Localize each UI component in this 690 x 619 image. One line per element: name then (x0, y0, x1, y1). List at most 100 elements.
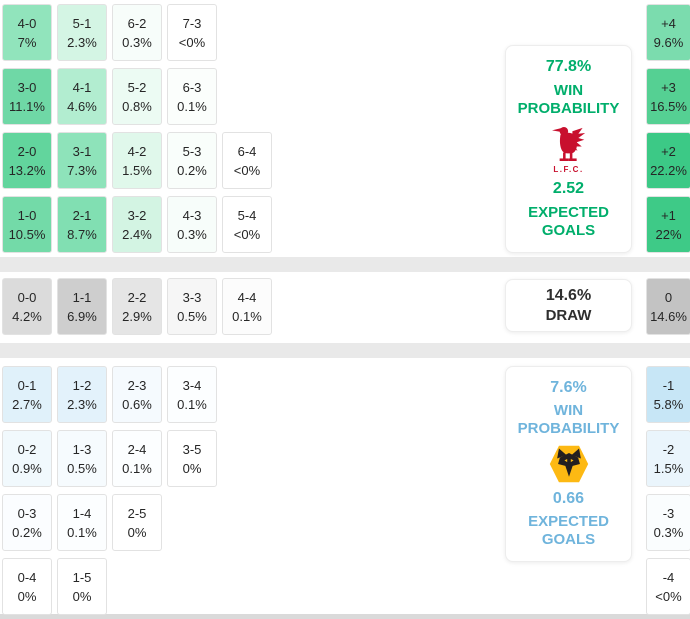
goal-diff-cell-pct: 0.3% (653, 524, 684, 540)
score-cell-pct: 0.2% (177, 162, 207, 178)
score-cell-value: 2-3 (127, 377, 147, 393)
score-cell: 3-0 11.1% (2, 68, 52, 125)
score-cell-pct: 0.5% (177, 308, 207, 324)
goal-diff-cell-value: +4 (661, 15, 676, 31)
score-cell-pct: 0% (17, 588, 37, 604)
score-cell-pct: 0.9% (12, 460, 42, 476)
goal-diff-cell-value: -1 (662, 377, 675, 393)
score-cell-value: 4-2 (127, 143, 147, 159)
goal-diff-cell: -4 <0% (646, 558, 690, 615)
home-win-panel: 77.8% WIN PROBABILITY L.F.C. 2.52 EXPECT… (505, 45, 632, 253)
score-cell: 5-2 0.8% (112, 68, 162, 125)
goal-diff-cell-row: +4 9.6% (646, 4, 690, 61)
score-cell-value: 4-0 (17, 15, 37, 31)
score-cell-pct: 7% (17, 34, 37, 50)
score-cell: 5-1 2.3% (57, 4, 107, 61)
goal-diff-cell-pct: 16.5% (650, 98, 687, 114)
score-cell: 0-3 0.2% (2, 494, 52, 551)
score-cell: 1-2 2.3% (57, 366, 107, 423)
score-cell: 4-3 0.3% (167, 196, 217, 253)
score-cell-row: 1-0 10.5% 2-1 8.7% 3-2 2.4% 4-3 0.3% 5-4 <0% (2, 196, 272, 253)
score-cell-pct: 7.3% (67, 162, 97, 178)
goal-diff-cell-pct: 9.6% (653, 34, 684, 50)
score-cell-value: 5-1 (72, 15, 92, 31)
score-cell-pct: 1.5% (122, 162, 152, 178)
score-cell-pct: 0.2% (12, 524, 42, 540)
goal-diff-cell: -1 5.8% (646, 366, 690, 423)
score-cell-pct: 0.3% (177, 226, 207, 242)
score-cell-value: 0-0 (17, 289, 37, 305)
home-win-probability-label: WIN PROBABILITY (517, 82, 620, 117)
draw-goal-diff-column: 0 14.6% (646, 278, 690, 342)
goal-diff-cell-pct: 1.5% (653, 460, 684, 476)
score-cell-value: 4-3 (182, 207, 202, 223)
score-cell-pct: 0.8% (122, 98, 152, 114)
score-cell-value: 1-3 (72, 441, 92, 457)
goal-diff-cell-pct: 14.6% (650, 308, 687, 324)
wolves-crest-icon (549, 445, 588, 483)
score-cell-pct: 0.1% (232, 308, 262, 324)
goal-diff-cell-value: -3 (662, 505, 675, 521)
score-cell: 2-4 0.1% (112, 430, 162, 487)
score-cell-pct: 0.6% (122, 396, 152, 412)
goal-diff-cell-pct: 22.2% (650, 162, 687, 178)
score-cell-value: 0-2 (17, 441, 37, 457)
score-cell-value: 3-4 (182, 377, 202, 393)
away-score-grid: 0-1 2.7% 1-2 2.3% 2-3 0.6% 3-4 0.1% 0-2 0.9% 1-3 0.… (2, 366, 217, 619)
goal-diff-cell: +4 9.6% (646, 4, 690, 61)
score-cell-value: 1-0 (17, 207, 37, 223)
goal-diff-cell-value: +3 (661, 79, 676, 95)
score-cell-pct: 0.1% (67, 524, 97, 540)
section-divider-bottom (0, 343, 690, 358)
score-cell: 2-2 2.9% (112, 278, 162, 335)
home-score-grid: 4-0 7% 5-1 2.3% 6-2 0.3% 7-3 <0% 3-0 11.1% 4-1 4.6%… (2, 4, 272, 260)
score-cell-pct: 2.3% (67, 396, 97, 412)
goal-diff-cell-pct: 22% (655, 226, 682, 242)
score-cell-row: 2-0 13.2% 3-1 7.3% 4-2 1.5% 5-3 0.2% 6-4 <0% (2, 132, 272, 189)
score-cell-row: 4-0 7% 5-1 2.3% 6-2 0.3% 7-3 <0% (2, 4, 272, 61)
score-cell-value: 6-2 (127, 15, 147, 31)
score-cell-pct: 0% (182, 460, 202, 476)
score-cell-pct: 6.9% (67, 308, 97, 324)
score-cell-value: 2-0 (17, 143, 37, 159)
score-cell-row: 0-4 0% 1-5 0% (2, 558, 217, 615)
draw-probability: 14.6% (545, 286, 592, 304)
score-cell-pct: 13.2% (8, 162, 46, 178)
score-cell-value: 5-2 (127, 79, 147, 95)
home-expected-goals: 2.52 (552, 180, 585, 197)
score-cell-value: 1-1 (72, 289, 92, 305)
goal-diff-cell-row: -3 0.3% (646, 494, 690, 551)
goal-diff-cell-value: +2 (661, 143, 676, 159)
score-cell: 5-3 0.2% (167, 132, 217, 189)
score-cell: 7-3 <0% (167, 4, 217, 61)
goal-diff-cell-pct: <0% (655, 588, 682, 604)
draw-label: DRAW (545, 306, 592, 324)
goal-diff-cell: +1 22% (646, 196, 690, 253)
goal-diff-cell: -2 1.5% (646, 430, 690, 487)
goal-diff-cell-row: -1 5.8% (646, 366, 690, 423)
away-win-probability: 7.6% (550, 379, 587, 396)
goal-diff-cell-value: -2 (662, 441, 675, 457)
section-divider-top (0, 257, 690, 272)
score-cell-row: 0-2 0.9% 1-3 0.5% 2-4 0.1% 3-5 0% (2, 430, 217, 487)
score-cell: 1-0 10.5% (2, 196, 52, 253)
score-cell-row: 0-0 4.2% 1-1 6.9% 2-2 2.9% 3-3 0.5% 4-4 0.1% (2, 278, 272, 335)
goal-diff-cell-row: -4 <0% (646, 558, 690, 615)
score-cell-value: 2-2 (127, 289, 147, 305)
page-bottom-edge (0, 614, 690, 619)
goal-diff-cell: +2 22.2% (646, 132, 690, 189)
liverpool-liver-bird-icon (551, 127, 585, 161)
score-cell-pct: 2.4% (122, 226, 152, 242)
goal-diff-cell-row: +2 22.2% (646, 132, 690, 189)
score-cell-value: 4-1 (72, 79, 92, 95)
score-cell: 4-4 0.1% (222, 278, 272, 335)
goal-diff-cell: 0 14.6% (646, 278, 690, 335)
score-cell-value: 1-4 (72, 505, 92, 521)
goal-diff-cell-value: 0 (664, 289, 673, 305)
home-goal-diff-column: +4 9.6% +3 16.5% +2 22.2% +1 22% (646, 4, 690, 260)
score-cell-value: 0-1 (17, 377, 37, 393)
score-cell-value: 3-5 (182, 441, 202, 457)
score-cell: 0-0 4.2% (2, 278, 52, 335)
score-cell: 2-0 13.2% (2, 132, 52, 189)
